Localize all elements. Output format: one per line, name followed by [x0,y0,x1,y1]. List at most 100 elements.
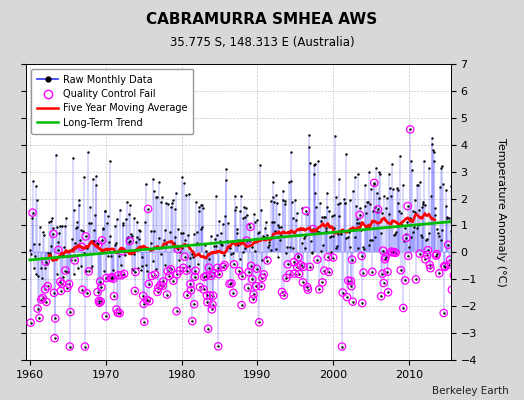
Point [27,250,36,257]
Point [250,210,258,217]
Point [162,200,171,206]
Point [54,247,62,253]
Point [179,265,188,271]
Point [445,261,454,268]
Point [66,309,74,315]
Point [95,300,104,306]
Point [222,166,231,172]
Point [78,286,86,293]
Point [117,272,126,278]
Point [244,269,253,275]
Point [62,269,71,275]
Point [173,246,182,252]
Point [273,200,281,206]
Point [321,225,330,231]
Point [428,135,436,141]
Point [208,306,216,313]
Point [330,212,339,218]
Point [332,245,340,251]
Point [192,229,201,235]
Point [138,263,147,269]
Point [446,256,454,263]
Point [50,335,59,341]
Point [357,227,365,233]
Point [318,214,326,220]
Point [390,249,399,255]
Point [108,274,116,280]
Point [78,244,86,250]
Point [397,210,406,217]
Point [287,178,295,185]
Point [237,302,246,308]
Point [298,240,307,246]
Point [78,286,86,293]
Point [379,248,387,254]
Point [363,224,371,230]
Point [283,244,291,250]
Point [202,273,211,279]
Point [347,283,356,290]
Point [113,216,122,222]
Point [176,268,184,274]
Point [31,271,40,277]
Point [424,247,432,254]
Point [106,233,114,239]
Point [100,208,108,214]
Point [344,234,352,240]
Point [30,265,39,272]
Point [234,236,243,243]
Point [52,224,61,230]
Point [153,194,161,200]
Point [278,289,286,295]
Point [122,216,130,222]
Point [433,226,442,232]
Point [37,264,45,271]
Point [204,326,212,332]
Point [379,280,388,286]
Point [28,210,37,216]
Point [197,202,205,208]
Point [238,273,246,279]
Point [220,262,228,268]
Point [41,286,49,292]
Point [397,267,405,274]
Point [201,242,209,248]
Point [395,208,403,215]
Point [163,291,171,298]
Point [126,201,135,208]
Point [394,200,402,206]
Point [295,271,303,277]
Point [77,263,85,270]
Point [173,271,181,278]
Point [149,188,158,194]
Point [190,301,199,308]
Point [334,200,342,207]
Point [159,278,168,285]
Point [434,233,443,239]
Point [81,233,90,240]
Point [401,277,409,284]
Point [268,194,277,201]
Point [215,271,223,277]
Point [178,174,186,180]
Point [222,177,230,184]
Point [140,318,148,325]
Point [194,260,202,267]
Point [312,204,320,210]
Point [66,343,74,350]
Point [441,264,449,270]
Point [249,296,257,302]
Point [67,257,75,263]
Point [206,292,214,299]
Point [299,264,308,270]
Point [329,233,337,239]
Point [254,230,262,236]
Point [337,231,345,238]
Point [90,227,99,234]
Point [413,182,421,188]
Point [275,210,283,217]
Point [203,292,211,299]
Point [31,253,39,260]
Point [267,198,276,204]
Point [347,283,356,290]
